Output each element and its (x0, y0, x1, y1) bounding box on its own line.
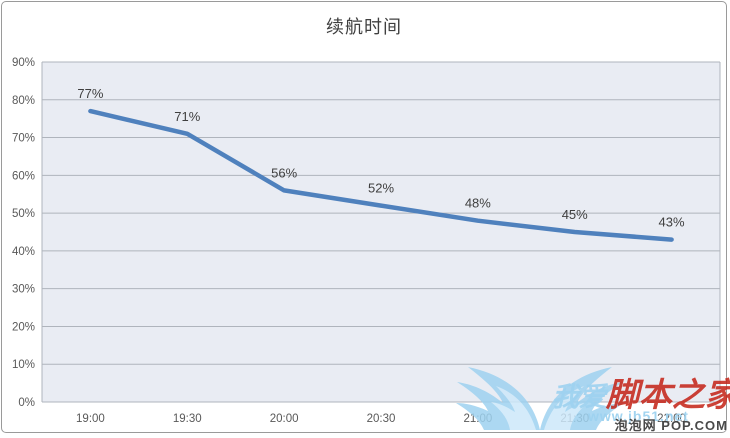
x-axis-tick-label: 20:00 (270, 413, 299, 425)
x-axis-tick-label: 19:00 (76, 413, 105, 425)
y-axis-tick-label: 40% (12, 246, 35, 258)
data-label: 48% (465, 196, 491, 211)
x-axis-tick-label: 21:30 (560, 413, 589, 425)
x-axis-tick-label: 20:30 (367, 413, 396, 425)
y-axis-tick-label: 20% (12, 321, 35, 333)
x-axis-tick-label: 19:30 (173, 413, 202, 425)
plot-area (42, 62, 720, 402)
y-axis-tick-label: 30% (12, 284, 35, 296)
data-label: 71% (174, 109, 200, 124)
data-label: 77% (77, 86, 103, 101)
data-label: 43% (659, 215, 685, 230)
y-axis-tick-label: 90% (12, 57, 35, 69)
x-axis-tick-label: 22:00 (657, 413, 686, 425)
data-label: 52% (368, 181, 394, 196)
y-axis-tick-label: 80% (12, 95, 35, 107)
data-label: 45% (562, 207, 588, 222)
y-axis-tick-label: 0% (18, 397, 35, 409)
x-axis-tick-label: 21:00 (463, 413, 492, 425)
chart-title: 续航时间 (326, 17, 402, 37)
y-axis-tick-label: 60% (12, 170, 35, 182)
y-axis-tick-label: 10% (12, 359, 35, 371)
y-axis-tick-label: 70% (12, 133, 35, 145)
y-axis-tick-label: 50% (12, 208, 35, 220)
data-label: 56% (271, 165, 297, 180)
series-line (88, 108, 674, 242)
